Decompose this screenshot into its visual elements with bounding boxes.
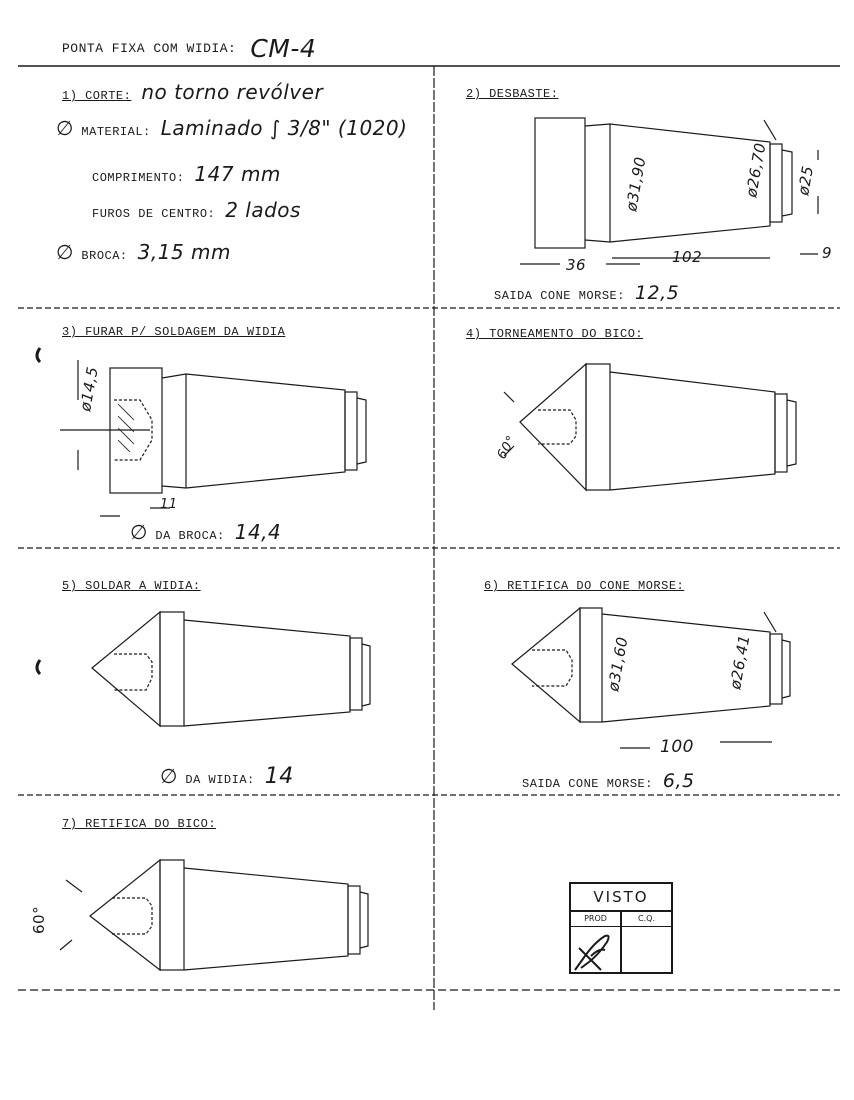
drawing-step6: [511, 606, 791, 749]
stamp-col-cq-label: C.Q.: [622, 912, 671, 927]
step7-title: 7) RETIFICA DO BICO:: [62, 817, 217, 831]
diameter-icon: ∅: [56, 240, 74, 264]
material-label: MATERIAL:: [81, 125, 151, 139]
step5-widia-value: 14: [264, 764, 294, 789]
step2-title: 2) DESBASTE:: [466, 87, 559, 101]
step6-title: 6) RETIFICA DO CONE MORSE:: [484, 579, 685, 593]
step6-saida-value: 6,5: [662, 770, 695, 792]
step2-dim-d2: ø26,70: [742, 141, 769, 199]
step3-dim-depth: 11: [160, 497, 178, 512]
signature-icon: [574, 934, 610, 971]
drawing-step3: [35, 347, 367, 517]
step1-title: 1) CORTE:: [62, 89, 132, 103]
drawing-step7: [59, 858, 369, 972]
step2-saida-label: SAIDA CONE MORSE:: [494, 289, 625, 303]
drawing-step2: [520, 117, 819, 265]
step1-title-value: no torno revólver: [141, 80, 324, 104]
step2-dim-d3: ø25: [794, 164, 817, 197]
stamp-col-cq: C.Q.: [620, 912, 671, 974]
drawing-step4: [503, 362, 797, 492]
furos-value: 2 lados: [225, 198, 301, 222]
step6-dim-d1: ø31,60: [604, 635, 631, 693]
part-code: CM-4: [250, 34, 317, 63]
step2-saida-value: 12,5: [634, 282, 680, 304]
approval-stamp: VISTO PROD C.Q.: [569, 882, 673, 974]
step2-dim-l3: 9: [822, 244, 832, 262]
step3-dim-d: ø14,5: [76, 365, 102, 414]
document-header: PONTA FIXA COM WIDIA: CM-4: [62, 34, 316, 63]
diameter-icon: ∅: [160, 764, 178, 788]
step5-widia-label: DA WIDIA:: [185, 773, 255, 787]
document-title: PONTA FIXA COM WIDIA:: [62, 41, 237, 56]
step4-title: 4) TORNEAMENTO DO BICO:: [466, 327, 644, 341]
material-value: Laminado ∫ 3/8" (1020): [160, 116, 408, 140]
step2-dim-d1: ø31,90: [622, 155, 649, 213]
diameter-icon: ∅: [130, 520, 148, 544]
drawing-step5: [35, 610, 371, 728]
step6-dim-d2: ø26,41: [726, 633, 753, 691]
stamp-col-prod-label: PROD: [571, 912, 620, 927]
step3-broca-value: 14,4: [234, 520, 282, 544]
step5-title: 5) SOLDAR A WIDIA:: [62, 579, 201, 593]
step2-dim-l1: 36: [566, 256, 586, 274]
step6-dim-l: 100: [660, 737, 694, 757]
comprimento-label: COMPRIMENTO:: [92, 171, 185, 185]
diameter-icon: ∅: [56, 116, 74, 140]
step2-dim-l2: 102: [672, 248, 702, 266]
stamp-col-prod: PROD: [571, 912, 620, 974]
broca-value: 3,15 mm: [137, 240, 231, 264]
step4-angle: 60°: [494, 433, 519, 462]
step7-angle: 60°: [30, 906, 48, 934]
broca-label: BROCA:: [81, 249, 128, 263]
step6-saida-label: SAIDA CONE MORSE:: [522, 777, 653, 791]
comprimento-value: 147 mm: [194, 162, 281, 186]
step3-broca-label: DA BROCA:: [155, 529, 225, 543]
stamp-title: VISTO: [571, 884, 671, 912]
step3-title: 3) FURAR P/ SOLDAGEM DA WIDIA: [62, 325, 286, 339]
furos-label: FUROS DE CENTRO:: [92, 207, 216, 221]
